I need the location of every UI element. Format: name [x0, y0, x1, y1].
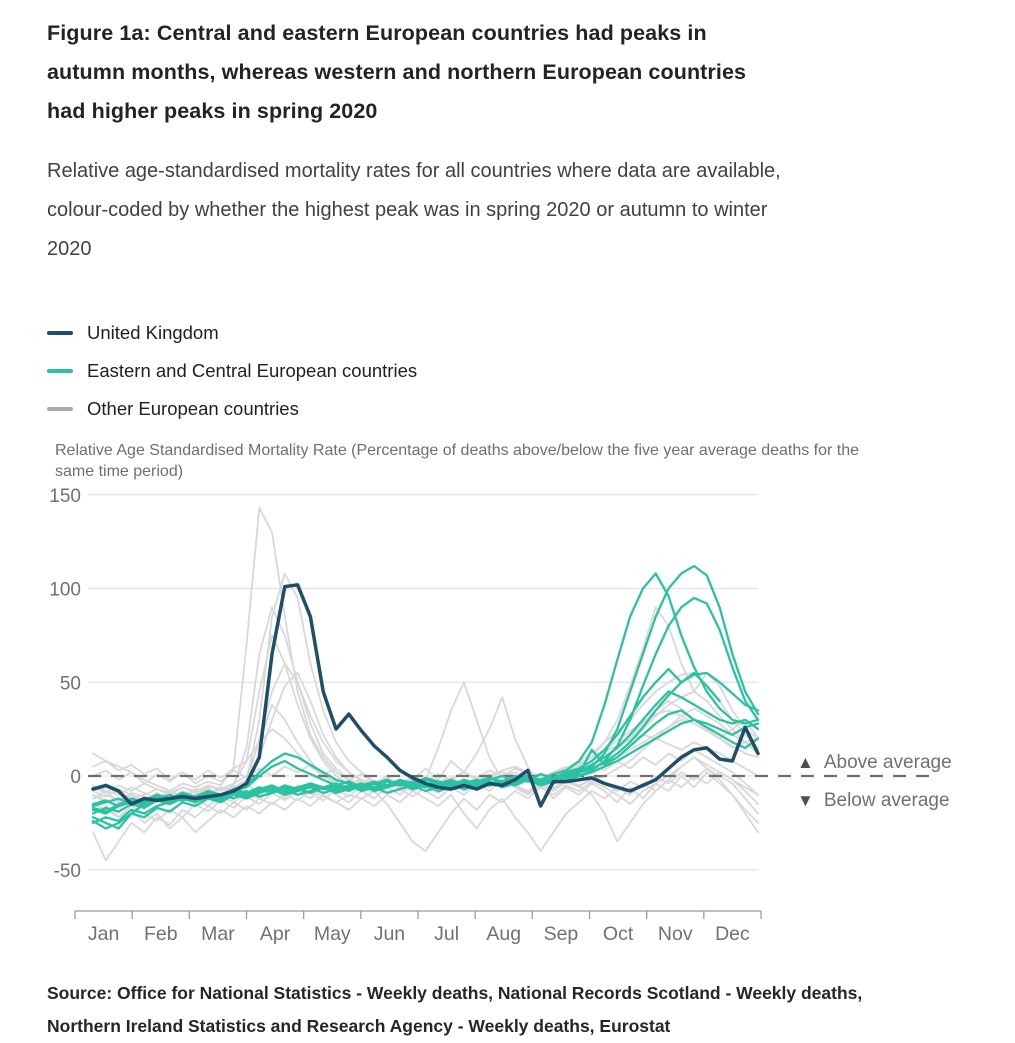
series-eastern-6 [91, 690, 760, 825]
legend-label-other: Other European countries [87, 398, 299, 419]
page-title: Figure 1a: Central and eastern European … [47, 21, 747, 123]
month-label-feb: Feb [144, 923, 178, 945]
y-axis-unit-label: Relative Age Standardised Mortality Rate… [55, 442, 860, 480]
series-other-6 [92, 756, 759, 862]
chart-legend: United Kingdom Eastern and Central Europ… [47, 314, 1015, 428]
other-line-swatch [47, 407, 73, 411]
above-average-annotation: ▲ Above average [797, 752, 952, 773]
y-tick-label: -50 [54, 861, 81, 882]
uk-line-swatch [47, 331, 73, 335]
mortality-chart: 150 100 50 0 -50 Jan Feb Mar Apr May Jun Jul Aug Sep O… [45, 484, 1013, 961]
y-tick-label: 50 [60, 673, 81, 694]
chart-canvas: 150 100 50 0 -50 Jan Feb Mar Apr May Jun Jul Aug Sep O… [49, 486, 952, 945]
month-label-jun: Jun [374, 923, 405, 945]
series-other-14 [92, 771, 759, 852]
y-tick-label: 100 [49, 580, 81, 601]
y-tick-label: 0 [70, 767, 81, 788]
month-label-may: May [314, 923, 351, 945]
month-label-mar: Mar [201, 923, 235, 945]
month-label-sep: Sep [544, 923, 579, 945]
month-label-dec: Dec [715, 923, 750, 945]
below-average-annotation: ▼ Below average [797, 790, 950, 811]
series-united-kingdom [91, 583, 760, 808]
legend-label-eastern: Eastern and Central European countries [87, 360, 418, 381]
series-eastern-4 [91, 667, 721, 808]
eastern-line-swatch [47, 369, 73, 373]
series-eastern-8 [91, 718, 760, 830]
month-label-oct: Oct [603, 923, 634, 945]
series-other-2 [92, 572, 759, 800]
month-label-nov: Nov [658, 923, 693, 945]
source-note: Source: Office for National Statistics -… [47, 983, 863, 1036]
legend-item-other: Other European countries [47, 390, 1015, 428]
legend-label-uk: United Kingdom [87, 322, 219, 343]
legend-item-eastern: Eastern and Central European countries [47, 352, 1015, 390]
month-label-aug: Aug [486, 923, 521, 945]
y-tick-label: 150 [49, 486, 81, 507]
month-label-jul: Jul [434, 923, 459, 945]
month-label-jan: Jan [88, 923, 119, 945]
month-label-apr: Apr [260, 923, 291, 945]
series-other-12 [92, 696, 759, 824]
series-eastern-7 [91, 709, 760, 813]
legend-item-uk: United Kingdom [47, 314, 1015, 352]
figure-subtitle: Relative age-standardised mortality rate… [47, 160, 781, 260]
